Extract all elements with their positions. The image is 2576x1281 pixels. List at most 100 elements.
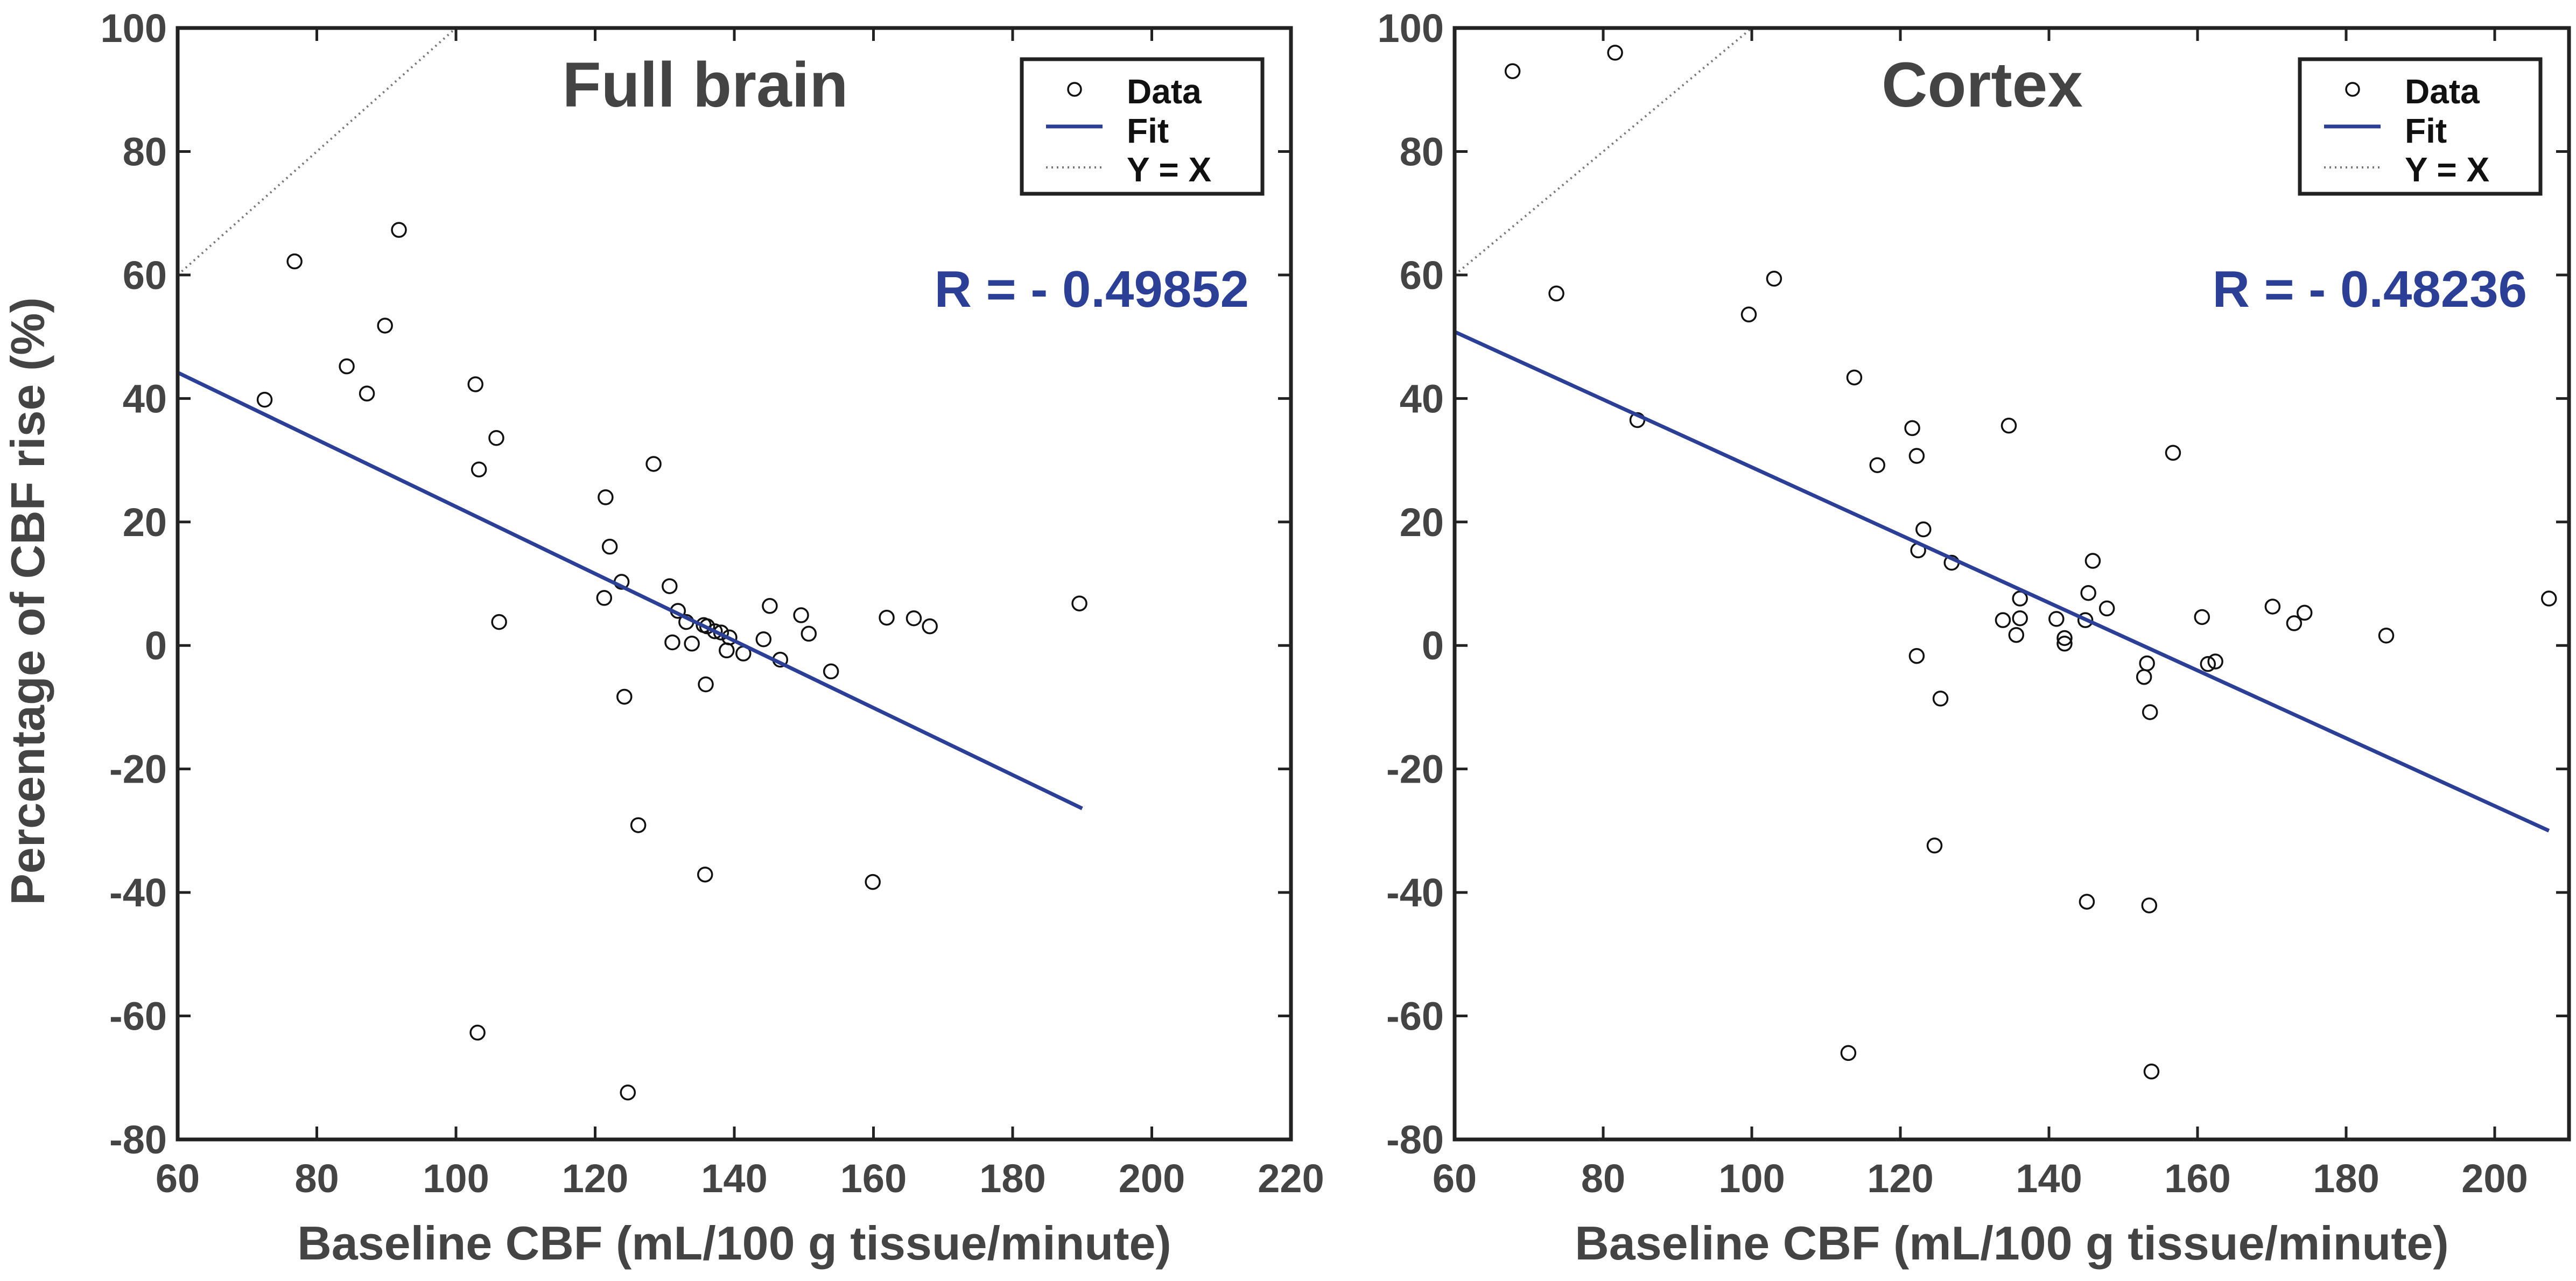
data-point [1869, 457, 1885, 473]
data-point [2139, 655, 2155, 672]
data-point [1995, 612, 2011, 628]
data-point [339, 358, 355, 375]
y-tick-label: 0 [145, 623, 167, 668]
data-point [2084, 553, 2101, 569]
axes-box [176, 26, 1293, 1142]
data-point [801, 625, 817, 642]
y-tick-label: -60 [1386, 994, 1444, 1039]
data-point [1908, 647, 1925, 664]
figure-ylabel: Percentage of CBF rise (%) [1, 297, 54, 905]
x-tick-label: 200 [1119, 1156, 1185, 1201]
axes-box [1452, 26, 2571, 1142]
data-point [684, 636, 700, 652]
data-point [2056, 630, 2073, 646]
data-point [1908, 448, 1925, 464]
data-point [697, 867, 713, 883]
data-point [879, 609, 895, 626]
y-tick-label: 40 [123, 376, 167, 421]
data-point [2141, 897, 2158, 913]
data-point [662, 578, 678, 594]
x-tick-label: 200 [2461, 1156, 2528, 1201]
y-tick-label: 0 [1422, 623, 1444, 668]
y-tick-label: -80 [109, 1117, 167, 1162]
legend-marker-data [1067, 82, 1082, 97]
data-point [721, 629, 738, 646]
r-value-label: R = - 0.49852 [935, 261, 1249, 318]
legend-entry: Fit [1127, 111, 1169, 150]
data-point [491, 614, 507, 630]
x-tick-label: 140 [701, 1156, 767, 1201]
panel-title: Cortex [1882, 50, 2083, 121]
y-tick-label: -20 [109, 747, 167, 792]
data-point [2048, 611, 2065, 627]
data-point [2008, 627, 2025, 643]
y-tick-label: 100 [1378, 6, 1444, 51]
x-tick-label: 120 [562, 1156, 628, 1201]
data-point [391, 222, 407, 238]
data-point [906, 610, 922, 627]
data-point [377, 318, 393, 334]
data-point [645, 456, 662, 472]
data-point [762, 598, 778, 614]
y-tick-label: 40 [1400, 376, 1444, 421]
data-point [922, 618, 938, 635]
data-point [1548, 285, 1564, 302]
x-tick-label: 60 [156, 1156, 200, 1201]
data-point [469, 1024, 486, 1041]
data-point [2142, 704, 2158, 720]
x-tick-label: 160 [2164, 1156, 2230, 1201]
panel-title: Full brain [563, 50, 848, 121]
panel-cortex: 60 80 100 120 140 160 180 200 -80 -60 -40 -20 0 20 40 6… [1378, 6, 2571, 1270]
legend-entry: Data [2405, 72, 2480, 111]
data-point [2207, 653, 2223, 670]
x-axis-label: Baseline CBF (mL/100 g tissue/minute) [1575, 1216, 2449, 1270]
plot-area [1455, 28, 2557, 1080]
data-point [1932, 691, 1949, 707]
data-point [1071, 595, 1087, 611]
data-point [2378, 628, 2395, 644]
data-point [664, 634, 680, 651]
data-point [620, 1085, 636, 1101]
data-point [1504, 63, 1521, 80]
y-tick-label: 60 [1400, 253, 1444, 298]
data-point [601, 538, 618, 555]
data-point [286, 253, 303, 270]
data-point [2136, 668, 2152, 685]
x-tick-label: 60 [1433, 1156, 1477, 1201]
x-tick-label: 120 [1867, 1156, 1933, 1201]
data-point [1926, 837, 1943, 854]
data-point [698, 676, 714, 693]
data-point [1904, 420, 1920, 437]
y-tick-label: 80 [1400, 129, 1444, 174]
x-tick-label: 100 [423, 1156, 489, 1201]
data-point [2001, 418, 2017, 434]
identity-line [1455, 28, 1753, 276]
data-point [1840, 1045, 1857, 1061]
data-point [719, 642, 735, 659]
data-point [2056, 636, 2073, 652]
data-point [598, 489, 614, 505]
x-tick-label: 140 [2016, 1156, 2082, 1201]
data-point [616, 688, 633, 705]
data-point [793, 607, 809, 623]
data-point [2296, 604, 2313, 621]
legend-entry: Fit [2405, 111, 2447, 150]
y-tick-label: 100 [101, 6, 167, 51]
x-tick-label: 80 [294, 1156, 339, 1201]
data-point [2012, 610, 2028, 627]
r-value-label: R = - 0.48236 [2213, 261, 2527, 318]
data-point [823, 663, 839, 680]
data-point [1740, 306, 1757, 323]
legend-entry: Y = X [1127, 150, 1211, 189]
data-point [1846, 369, 1863, 386]
data-point [2264, 599, 2281, 615]
y-tick-label: 60 [123, 253, 167, 298]
data-point [359, 385, 375, 402]
data-point [596, 590, 613, 606]
identity-line [178, 28, 457, 276]
data-point [2540, 590, 2557, 607]
data-point [2286, 615, 2303, 631]
data-point [2080, 585, 2096, 601]
data-point [1766, 271, 1782, 287]
legend-marker-data [2345, 82, 2360, 97]
